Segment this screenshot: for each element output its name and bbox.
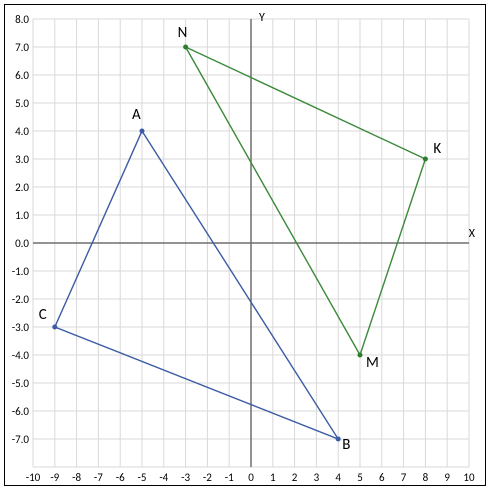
svg-text:-5: -5 [138, 471, 147, 484]
svg-text:-9: -9 [50, 471, 59, 484]
svg-text:9: 9 [444, 471, 450, 484]
svg-text:-7.0: -7.0 [12, 433, 30, 446]
svg-text:-4.0: -4.0 [12, 349, 30, 362]
y-axis-label: Y [259, 11, 265, 25]
svg-text:-3: -3 [181, 471, 190, 484]
svg-text:0: 0 [248, 471, 254, 484]
svg-text:-2.0: -2.0 [12, 293, 30, 306]
vertex-label-C: C [39, 306, 47, 324]
svg-text:4: 4 [335, 471, 341, 484]
svg-text:-8: -8 [72, 471, 81, 484]
svg-text:-6.0: -6.0 [12, 405, 30, 418]
triangle-NKM [186, 47, 426, 355]
vertex-label-B: B [342, 436, 350, 454]
svg-text:8: 8 [423, 471, 429, 484]
svg-text:10: 10 [463, 471, 475, 484]
svg-text:7.0: 7.0 [15, 41, 29, 54]
svg-text:4.0: 4.0 [15, 125, 29, 138]
svg-text:-7: -7 [94, 471, 103, 484]
triangle-ABC [55, 131, 338, 439]
svg-text:5.0: 5.0 [15, 97, 29, 110]
svg-text:6.0: 6.0 [15, 69, 29, 82]
x-axis-label: X [469, 227, 476, 241]
vertex-C [52, 325, 57, 330]
vertex-label-K: K [433, 140, 441, 158]
svg-text:3.0: 3.0 [15, 153, 29, 166]
svg-text:-6: -6 [116, 471, 125, 484]
y-tick-labels: -7.0 -6.0 -5.0 -4.0 -3.0 -2.0 -1.0 0.0 1.0 2.0 3.0… [12, 13, 30, 446]
svg-text:2: 2 [292, 471, 298, 484]
vertex-N [183, 45, 188, 50]
svg-text:8.0: 8.0 [15, 13, 29, 26]
chart-frame: -10-9-8-7-6-5-4-3-2-1012345678910-7.0-6.… [4, 4, 486, 486]
svg-text:5: 5 [357, 471, 363, 484]
svg-text:0.0: 0.0 [15, 237, 29, 250]
svg-text:1.0: 1.0 [15, 209, 29, 222]
svg-text:7: 7 [401, 471, 407, 484]
svg-text:3: 3 [314, 471, 320, 484]
coordinate-plot: -10-9-8-7-6-5-4-3-2-1012345678910-7.0-6.… [5, 5, 485, 485]
svg-text:1: 1 [270, 471, 276, 484]
vertex-label-A: A [132, 106, 141, 124]
svg-text:-2: -2 [203, 471, 212, 484]
svg-text:-4: -4 [159, 471, 168, 484]
vertex-K [423, 157, 428, 162]
svg-text:-1.0: -1.0 [12, 265, 30, 278]
x-tick-labels: -10-9-8-7-6-5-4-3-2-1012345678910 [26, 471, 475, 484]
svg-text:-5.0: -5.0 [12, 377, 30, 390]
svg-text:2.0: 2.0 [15, 181, 29, 194]
svg-text:6: 6 [379, 471, 385, 484]
vertex-B [336, 437, 341, 442]
vertex-label-M: M [366, 354, 379, 372]
svg-text:-10: -10 [26, 471, 41, 484]
vertex-M [358, 353, 363, 358]
vertex-A [140, 129, 145, 134]
svg-text:-3.0: -3.0 [12, 321, 30, 334]
svg-text:-1: -1 [225, 471, 234, 484]
vertex-label-N: N [178, 24, 188, 42]
